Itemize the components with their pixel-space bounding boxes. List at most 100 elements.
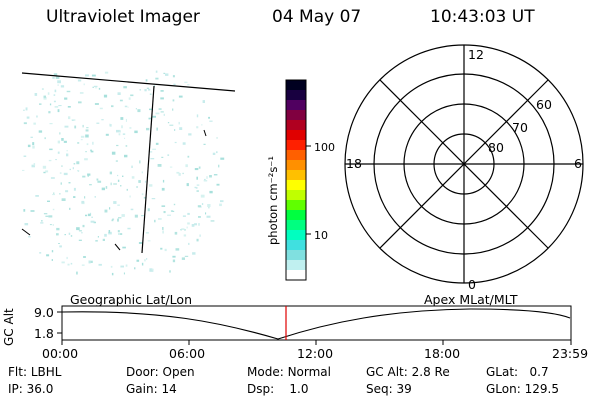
emission-speck xyxy=(52,224,54,226)
emission-speck xyxy=(169,166,173,168)
emission-speck xyxy=(30,210,35,212)
emission-speck xyxy=(172,99,175,102)
emission-speck xyxy=(113,183,117,185)
emission-speck xyxy=(149,93,152,95)
colorbar-cell xyxy=(286,200,306,211)
emission-speck xyxy=(151,198,156,200)
emission-speck xyxy=(209,190,213,194)
emission-speck xyxy=(67,263,70,266)
emission-speck xyxy=(53,192,55,194)
emission-speck xyxy=(203,180,208,182)
status-glon: GLon: 129.5 xyxy=(486,382,559,396)
emission-speck xyxy=(39,103,42,105)
emission-speck xyxy=(57,140,60,144)
emission-speck xyxy=(136,259,140,262)
emission-speck xyxy=(212,152,216,155)
emission-speck xyxy=(129,195,131,198)
colorbar-cell xyxy=(286,220,306,231)
emission-speck xyxy=(68,232,71,235)
emission-speck xyxy=(98,263,102,266)
emission-speck xyxy=(41,220,43,222)
emission-speck xyxy=(120,117,124,120)
emission-speck xyxy=(91,216,93,218)
colorbar-cell xyxy=(286,150,306,161)
emission-speck xyxy=(52,194,55,196)
emission-speck xyxy=(70,235,73,237)
timeline-frame xyxy=(61,305,572,341)
emission-speck xyxy=(172,255,176,258)
emission-speck xyxy=(138,242,143,244)
emission-speck xyxy=(172,259,176,263)
emission-speck xyxy=(23,122,27,125)
emission-speck xyxy=(57,151,60,154)
x-tick-label: 23:59 xyxy=(552,346,589,361)
colorbar-cell xyxy=(286,240,306,251)
colorbar-unit-label: photon cm⁻²s⁻¹ xyxy=(266,156,280,245)
emission-speck xyxy=(82,124,84,128)
emission-speck xyxy=(116,144,119,147)
emission-speck xyxy=(88,260,91,264)
emission-speck xyxy=(146,127,150,131)
emission-speck xyxy=(49,148,53,151)
mlt-label-12: 12 xyxy=(468,47,484,62)
emission-speck xyxy=(148,151,153,153)
emission-speck xyxy=(93,221,96,224)
emission-speck xyxy=(203,143,206,145)
emission-speck xyxy=(112,218,115,220)
emission-speck xyxy=(160,247,163,250)
emission-speck xyxy=(45,215,49,217)
emission-speck xyxy=(146,87,149,89)
emission-speck xyxy=(94,196,96,198)
emission-speck xyxy=(162,179,165,183)
emission-speck xyxy=(196,184,200,186)
emission-speck xyxy=(58,243,60,244)
emission-speck xyxy=(111,219,114,222)
emission-speck xyxy=(124,137,126,139)
emission-speck xyxy=(152,148,156,150)
status-dsp: Dsp: 1.0 xyxy=(247,382,309,396)
emission-speck xyxy=(101,187,105,191)
emission-speck xyxy=(129,127,132,129)
emission-speck xyxy=(30,136,33,138)
emission-speck xyxy=(49,103,52,106)
emission-speck xyxy=(51,259,53,261)
colorbar-cell xyxy=(286,120,306,131)
emission-speck xyxy=(134,267,136,270)
emission-speck xyxy=(90,149,92,152)
emission-speck xyxy=(116,129,120,133)
emission-speck xyxy=(96,178,99,181)
emission-speck xyxy=(61,165,63,167)
emission-speck xyxy=(43,213,48,215)
emission-speck xyxy=(79,92,84,94)
emission-speck xyxy=(93,85,98,87)
emission-speck xyxy=(42,165,47,169)
emission-speck xyxy=(40,222,44,224)
emission-speck xyxy=(196,190,199,192)
emission-speck xyxy=(39,252,42,254)
emission-speck xyxy=(33,122,36,125)
emission-speck xyxy=(87,174,89,177)
emission-speck xyxy=(92,86,94,88)
emission-speck xyxy=(117,230,120,233)
emission-speck xyxy=(184,81,188,83)
emission-speck xyxy=(66,150,68,152)
emission-speck xyxy=(80,139,83,141)
status-gc-alt: GC Alt: 2.8 Re xyxy=(366,365,450,379)
emission-speck xyxy=(174,141,177,144)
emission-speck xyxy=(22,169,25,171)
emission-speck xyxy=(151,268,154,271)
emission-speck xyxy=(157,164,162,167)
colorbar-cell xyxy=(286,110,306,121)
colorbar-cell xyxy=(286,180,306,191)
emission-speck xyxy=(84,158,88,161)
emission-speck xyxy=(130,208,134,211)
emission-speck xyxy=(124,154,128,158)
emission-speck xyxy=(191,224,195,227)
emission-speck xyxy=(51,250,54,253)
emission-speck xyxy=(32,142,35,146)
colorbar-frame xyxy=(285,79,307,281)
emission-speck xyxy=(194,223,197,226)
emission-speck xyxy=(43,95,46,98)
colorbar-cell xyxy=(286,250,306,261)
emission-speck xyxy=(143,196,146,199)
